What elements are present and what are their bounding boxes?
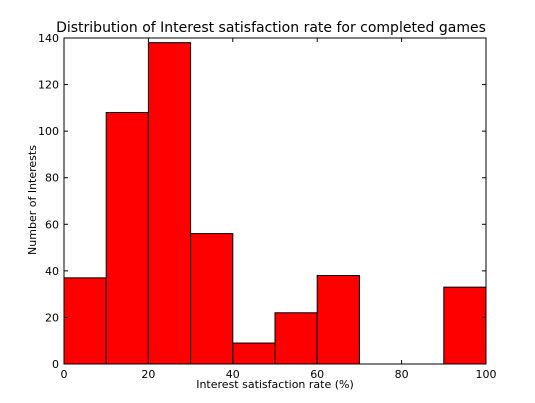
y-axis-label: Number of Interests bbox=[26, 145, 39, 255]
histogram-bar bbox=[316, 275, 360, 365]
y-tick-label: 20 bbox=[45, 311, 59, 324]
x-tick-label: 80 bbox=[395, 368, 409, 381]
x-axis-ticks: 0 20 40 60 80 100 bbox=[61, 38, 497, 381]
histogram-bar bbox=[443, 286, 487, 365]
y-axis-ticks: 0 20 40 60 80 100 120 140 bbox=[38, 32, 486, 371]
y-tick-label: 140 bbox=[38, 32, 59, 45]
histogram-bar bbox=[274, 312, 318, 365]
chart-title: Distribution of Interest satisfaction ra… bbox=[56, 20, 486, 36]
y-tick-label: 100 bbox=[38, 125, 59, 138]
y-tick-label: 40 bbox=[45, 265, 59, 278]
histogram-bar bbox=[105, 112, 149, 365]
bars-group bbox=[63, 42, 487, 365]
histogram-bar bbox=[147, 42, 192, 365]
x-tick-label: 100 bbox=[476, 368, 497, 381]
histogram-bar bbox=[232, 342, 276, 365]
histogram-bar bbox=[190, 233, 234, 365]
x-axis-label: Interest satisfaction rate (%) bbox=[196, 378, 354, 391]
x-tick-label: 0 bbox=[61, 368, 68, 381]
y-tick-label: 80 bbox=[45, 172, 59, 185]
histogram-bar bbox=[63, 277, 107, 365]
plot-frame bbox=[63, 37, 487, 365]
y-tick-label: 120 bbox=[38, 79, 59, 92]
x-tick-label: 40 bbox=[226, 368, 240, 381]
y-tick-label: 60 bbox=[45, 218, 59, 231]
y-tick-label: 0 bbox=[52, 358, 59, 371]
x-tick-label: 60 bbox=[310, 368, 324, 381]
x-tick-label: 20 bbox=[141, 368, 155, 381]
